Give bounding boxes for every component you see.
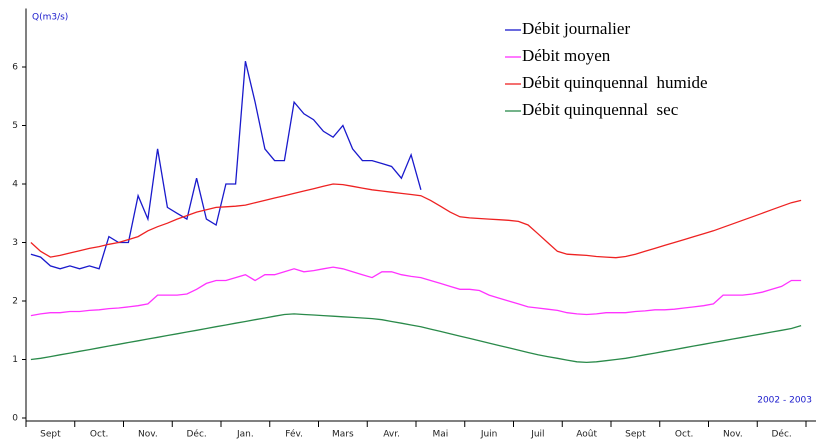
x-tick-label: Mars	[332, 430, 354, 440]
series-line	[30, 266, 802, 317]
y-axis-label: Q(m3/s)	[32, 13, 68, 23]
legend-label: Débit journalier	[522, 19, 630, 38]
x-tick-label: Juil	[530, 430, 544, 440]
series-line	[30, 61, 422, 270]
x-tick-label: Août	[576, 430, 597, 440]
y-tick-label: 0	[12, 414, 18, 424]
legend-label: Débit quinquennal sec	[522, 100, 679, 119]
x-tick-label: Sept	[40, 430, 61, 440]
y-tick-label: 5	[12, 121, 18, 131]
y-tick-label: 4	[12, 180, 18, 190]
annotation: 2002 - 2003	[757, 396, 812, 406]
x-tick-label: Oct.	[90, 430, 108, 440]
y-tick-label: 1	[12, 355, 18, 365]
x-tick-label: Déc.	[186, 429, 206, 440]
series-line	[30, 183, 802, 259]
x-tick-label: Déc.	[771, 429, 791, 440]
legend-label: Débit quinquennal humide	[522, 73, 708, 92]
series-line	[30, 313, 802, 364]
x-tick-label: Nov.	[723, 430, 743, 440]
y-tick-label: 3	[12, 238, 18, 248]
legend-label: Débit moyen	[522, 46, 611, 65]
x-tick-label: Mai	[432, 430, 448, 440]
x-tick-label: Sept	[625, 430, 646, 440]
x-tick-label: Avr.	[383, 430, 400, 440]
y-tick-label: 6	[12, 63, 18, 73]
x-tick-label: Jan.	[236, 430, 254, 440]
x-tick-label: Oct.	[675, 430, 693, 440]
x-tick-label: Nov.	[138, 430, 158, 440]
x-tick-label: Fév.	[285, 429, 303, 440]
y-tick-label: 2	[12, 297, 18, 307]
x-tick-label: Juin	[480, 430, 498, 440]
